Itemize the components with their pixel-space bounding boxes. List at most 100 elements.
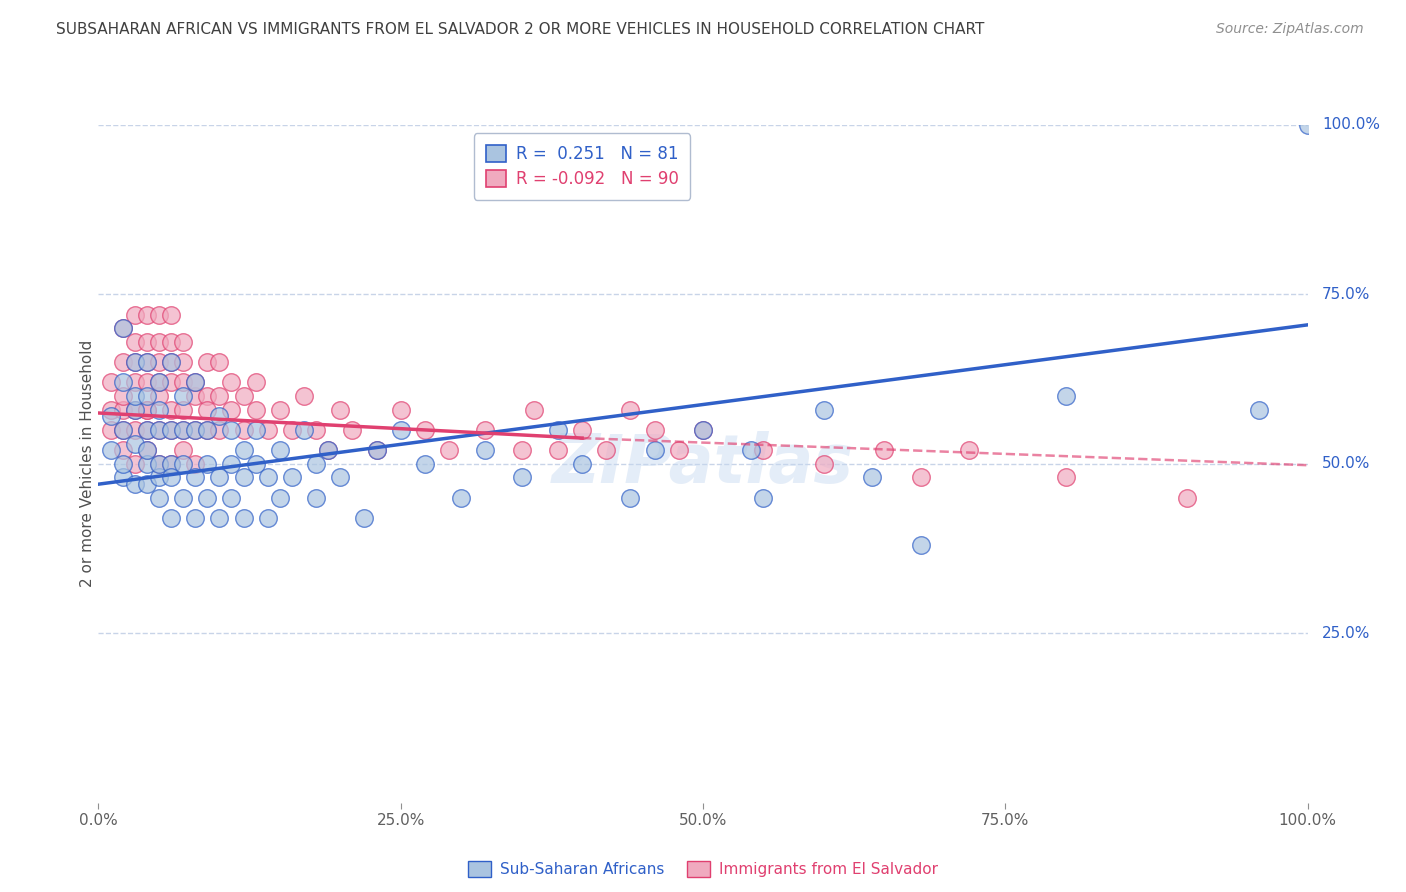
Point — [269, 402, 291, 417]
Point — [160, 511, 183, 525]
Point — [135, 389, 157, 403]
Point — [208, 355, 231, 369]
Point — [184, 511, 207, 525]
Point — [172, 423, 194, 437]
Point — [111, 457, 134, 471]
Point — [172, 402, 194, 417]
Point — [474, 423, 496, 437]
Point — [135, 308, 157, 322]
Point — [232, 511, 254, 525]
Point — [111, 321, 134, 335]
Text: 75.0%: 75.0% — [1322, 287, 1371, 301]
Point — [184, 376, 207, 390]
Point — [450, 491, 472, 505]
Point — [208, 511, 231, 525]
Point — [148, 376, 170, 390]
Point — [148, 423, 170, 437]
Point — [366, 443, 388, 458]
Point — [256, 470, 278, 484]
Point — [221, 376, 243, 390]
Point — [172, 334, 194, 349]
Point — [124, 376, 146, 390]
Point — [160, 457, 183, 471]
Point — [619, 491, 641, 505]
Point — [111, 402, 134, 417]
Point — [595, 443, 617, 458]
Point — [135, 355, 157, 369]
Point — [135, 423, 157, 437]
Point — [148, 389, 170, 403]
Point — [172, 457, 194, 471]
Point — [148, 423, 170, 437]
Text: 25.0%: 25.0% — [1322, 626, 1371, 640]
Point — [1249, 402, 1271, 417]
Point — [813, 457, 835, 471]
Point — [644, 443, 666, 458]
Point — [413, 457, 436, 471]
Point — [184, 423, 207, 437]
Point — [305, 457, 328, 471]
Point — [221, 491, 243, 505]
Text: SUBSAHARAN AFRICAN VS IMMIGRANTS FROM EL SALVADOR 2 OR MORE VEHICLES IN HOUSEHOL: SUBSAHARAN AFRICAN VS IMMIGRANTS FROM EL… — [56, 22, 984, 37]
Point — [100, 376, 122, 390]
Point — [281, 470, 304, 484]
Point — [160, 334, 183, 349]
Point — [172, 376, 194, 390]
Point — [813, 402, 835, 417]
Point — [221, 423, 243, 437]
Point — [752, 443, 775, 458]
Point — [124, 436, 146, 450]
Point — [124, 355, 146, 369]
Point — [245, 402, 267, 417]
Point — [184, 376, 207, 390]
Point — [474, 443, 496, 458]
Point — [692, 423, 714, 437]
Point — [135, 376, 157, 390]
Point — [232, 423, 254, 437]
Point — [644, 423, 666, 437]
Point — [1175, 491, 1198, 505]
Point — [547, 423, 569, 437]
Point — [329, 402, 352, 417]
Point — [148, 470, 170, 484]
Point — [195, 423, 218, 437]
Point — [523, 402, 546, 417]
Point — [195, 355, 218, 369]
Text: 50.0%: 50.0% — [1322, 457, 1371, 471]
Point — [437, 443, 460, 458]
Point — [100, 443, 122, 458]
Point — [668, 443, 690, 458]
Point — [160, 376, 183, 390]
Point — [135, 423, 157, 437]
Point — [124, 308, 146, 322]
Point — [160, 402, 183, 417]
Point — [195, 491, 218, 505]
Point — [135, 457, 157, 471]
Point — [256, 511, 278, 525]
Text: Source: ZipAtlas.com: Source: ZipAtlas.com — [1216, 22, 1364, 37]
Point — [148, 334, 170, 349]
Point — [232, 389, 254, 403]
Point — [208, 423, 231, 437]
Point — [232, 443, 254, 458]
Point — [135, 402, 157, 417]
Point — [111, 423, 134, 437]
Point — [221, 457, 243, 471]
Point — [124, 389, 146, 403]
Point — [195, 389, 218, 403]
Point — [692, 423, 714, 437]
Point — [160, 308, 183, 322]
Point — [329, 470, 352, 484]
Point — [172, 491, 194, 505]
Point — [221, 402, 243, 417]
Point — [160, 355, 183, 369]
Point — [135, 402, 157, 417]
Point — [305, 491, 328, 505]
Point — [208, 409, 231, 424]
Point — [124, 402, 146, 417]
Point — [256, 423, 278, 437]
Point — [342, 423, 364, 437]
Point — [172, 355, 194, 369]
Point — [100, 402, 122, 417]
Point — [124, 402, 146, 417]
